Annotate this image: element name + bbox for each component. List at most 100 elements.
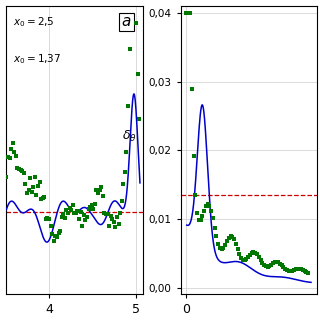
Point [24, 190, 29, 196]
Point [219, 247, 224, 252]
Point [100, 194, 105, 199]
Point [302, 268, 307, 273]
Point [284, 268, 290, 273]
Point [237, 251, 242, 256]
Point [116, 222, 121, 227]
Point [214, 234, 219, 239]
Point [89, 203, 94, 208]
Point [113, 225, 118, 230]
Text: $x_0 = 2{,}5$: $x_0 = 2{,}5$ [13, 15, 55, 29]
Point [97, 188, 102, 193]
Point [254, 252, 260, 257]
Point [203, 204, 208, 209]
Point [119, 198, 124, 203]
Point [18, 167, 23, 172]
Point [108, 214, 113, 219]
Point [281, 265, 286, 270]
Point [39, 197, 44, 202]
Point [230, 234, 235, 239]
Point [21, 171, 26, 176]
Point [99, 185, 104, 190]
Point [94, 187, 99, 192]
Text: $\delta_\theta$: $\delta_\theta$ [122, 128, 136, 144]
Point [221, 245, 226, 250]
Point [290, 268, 295, 273]
Point [45, 215, 50, 220]
Point [261, 263, 267, 268]
Point [58, 228, 63, 234]
Point [34, 193, 39, 198]
Point [102, 211, 107, 216]
Point [279, 263, 284, 268]
Point [20, 169, 25, 174]
Point [59, 215, 64, 220]
Point [105, 212, 110, 217]
Point [277, 261, 283, 266]
Point [249, 251, 254, 256]
Point [56, 230, 61, 235]
Point [68, 207, 74, 212]
Point [186, 11, 191, 16]
Point [125, 103, 131, 108]
Point [9, 147, 14, 152]
Point [110, 217, 115, 222]
Point [64, 207, 69, 212]
Point [48, 224, 53, 229]
Point [188, 11, 193, 16]
Point [61, 212, 66, 217]
Point [205, 202, 210, 207]
Point [95, 190, 100, 195]
Point [235, 246, 240, 252]
Point [228, 234, 233, 239]
Point [231, 237, 236, 242]
Point [274, 260, 279, 265]
Point [50, 231, 55, 236]
Point [247, 252, 252, 258]
Point [304, 269, 309, 275]
Point [242, 258, 247, 263]
Point [92, 201, 97, 206]
Point [226, 235, 231, 240]
Point [195, 211, 200, 216]
Text: $x_0 = 1{,}37$: $x_0 = 1{,}37$ [13, 52, 61, 66]
Point [224, 238, 229, 243]
Point [251, 250, 256, 255]
Point [42, 195, 47, 200]
Point [191, 153, 196, 158]
Point [265, 264, 270, 269]
Point [67, 205, 72, 211]
Point [12, 150, 17, 155]
Point [84, 214, 90, 220]
Point [10, 140, 15, 146]
Point [86, 207, 91, 212]
Point [111, 219, 116, 224]
Point [15, 165, 20, 171]
Point [53, 234, 58, 239]
Point [46, 217, 52, 222]
Point [299, 267, 304, 272]
Point [286, 268, 291, 274]
Point [209, 208, 214, 213]
Point [26, 187, 31, 192]
Point [202, 208, 207, 213]
Point [37, 179, 42, 184]
Point [121, 181, 126, 186]
Point [72, 210, 77, 215]
Point [5, 154, 11, 159]
Point [62, 216, 68, 221]
Point [54, 235, 60, 240]
Point [272, 260, 277, 265]
Point [270, 261, 276, 266]
Point [16, 166, 21, 172]
Point [28, 176, 33, 181]
Point [73, 211, 78, 216]
Point [207, 203, 212, 208]
Point [66, 210, 71, 215]
Point [51, 239, 56, 244]
Point [122, 170, 127, 175]
Point [256, 254, 261, 260]
Point [233, 241, 238, 246]
Point [198, 217, 203, 222]
Point [267, 263, 272, 268]
Point [200, 213, 205, 219]
